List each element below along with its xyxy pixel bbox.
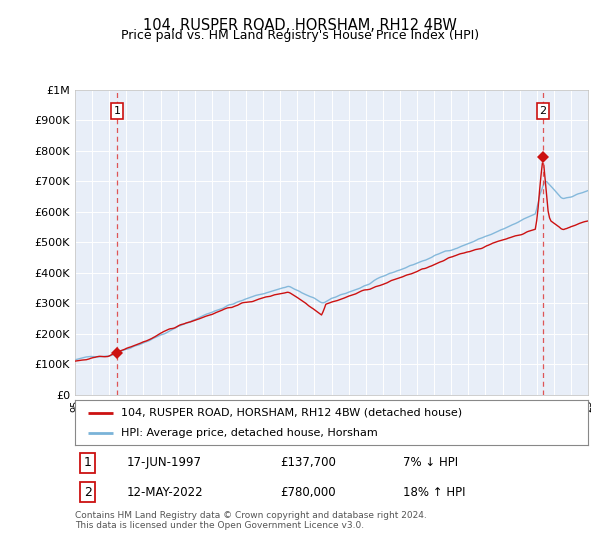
- Text: 12-MAY-2022: 12-MAY-2022: [127, 486, 203, 498]
- Text: HPI: Average price, detached house, Horsham: HPI: Average price, detached house, Hors…: [121, 428, 378, 438]
- Text: Contains HM Land Registry data © Crown copyright and database right 2024.
This d: Contains HM Land Registry data © Crown c…: [75, 511, 427, 530]
- Text: 7% ↓ HPI: 7% ↓ HPI: [403, 456, 458, 469]
- Text: Price paid vs. HM Land Registry's House Price Index (HPI): Price paid vs. HM Land Registry's House …: [121, 29, 479, 42]
- Text: 2: 2: [84, 486, 92, 498]
- Text: 2: 2: [539, 106, 547, 116]
- Text: 1: 1: [113, 106, 121, 116]
- Text: £137,700: £137,700: [280, 456, 336, 469]
- Text: 17-JUN-1997: 17-JUN-1997: [127, 456, 202, 469]
- Text: 104, RUSPER ROAD, HORSHAM, RH12 4BW (detached house): 104, RUSPER ROAD, HORSHAM, RH12 4BW (det…: [121, 408, 462, 418]
- Text: 104, RUSPER ROAD, HORSHAM, RH12 4BW: 104, RUSPER ROAD, HORSHAM, RH12 4BW: [143, 18, 457, 33]
- Text: £780,000: £780,000: [280, 486, 336, 498]
- Text: 1: 1: [84, 456, 92, 469]
- Text: 18% ↑ HPI: 18% ↑ HPI: [403, 486, 466, 498]
